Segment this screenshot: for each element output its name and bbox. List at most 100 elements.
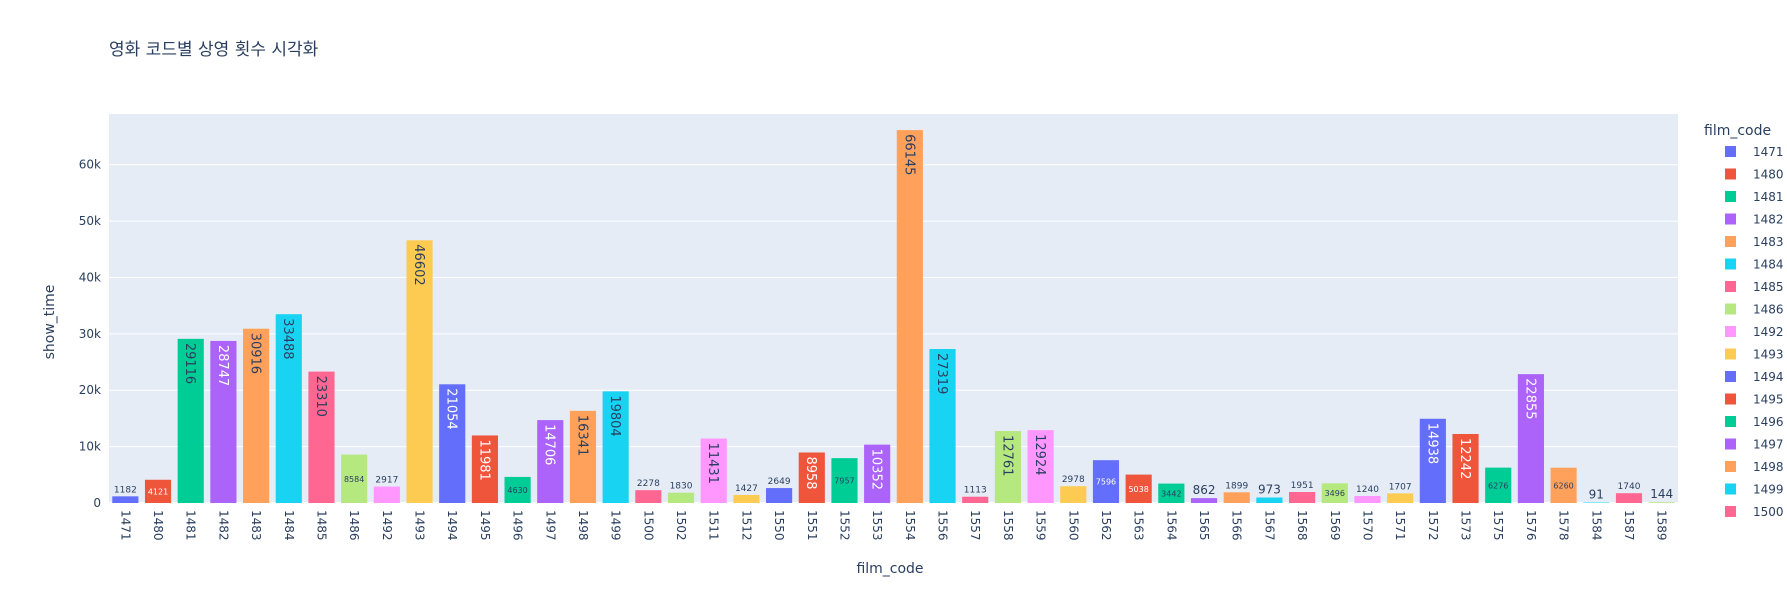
- bar: [962, 496, 989, 503]
- bar-value-label: 29116: [182, 343, 197, 384]
- y-axis-title: show_time: [42, 285, 58, 360]
- legend-item-label: 1492: [1753, 325, 1784, 339]
- bar-value-label: 6260: [1553, 481, 1573, 490]
- bar: [602, 391, 629, 503]
- bar: [373, 486, 400, 503]
- bar: [210, 340, 237, 503]
- x-tick-label: 1480: [151, 510, 165, 541]
- bar-value-label: 19804: [607, 395, 622, 436]
- x-tick-label: 1564: [1164, 510, 1178, 541]
- bar-value-label: 3442: [1161, 489, 1181, 498]
- legend-item-label: 1500: [1753, 505, 1784, 519]
- bar-value-label: 22855: [1522, 378, 1537, 419]
- legend-swatch: [1725, 168, 1736, 180]
- bar-value-label: 4630: [507, 486, 527, 495]
- x-tick-label: 1571: [1393, 510, 1407, 541]
- bar-value-label: 12761: [999, 435, 1014, 476]
- x-tick-label: 1565: [1197, 510, 1211, 541]
- x-tick-label: 1493: [413, 510, 427, 541]
- bar: [766, 488, 793, 503]
- x-tick-label: 1568: [1295, 510, 1309, 541]
- bar: [243, 328, 270, 503]
- bar: [1190, 498, 1218, 503]
- bar-value-label: 10352: [869, 449, 884, 490]
- y-tick-label: 20k: [79, 383, 101, 397]
- bar: [341, 454, 368, 503]
- x-tick-label: 1578: [1557, 510, 1571, 541]
- bars: [112, 130, 1675, 504]
- x-tick-label: 1498: [576, 510, 590, 541]
- bar-value-label: 2649: [768, 477, 791, 487]
- bar: [504, 476, 531, 503]
- legend-swatch: [1725, 393, 1736, 405]
- bar: [308, 371, 335, 503]
- x-tick-label: 1495: [478, 510, 492, 541]
- legend-item-label: 1495: [1753, 393, 1784, 407]
- y-tick-label: 10k: [79, 440, 101, 454]
- x-tick-label: 1553: [870, 510, 884, 541]
- bar: [1452, 433, 1479, 503]
- x-tick-label: 1569: [1328, 510, 1342, 541]
- bar: [994, 431, 1021, 503]
- bar-value-label: 1830: [670, 482, 693, 492]
- bar-value-label: 1740: [1618, 482, 1641, 492]
- bar-value-label: 8958: [803, 456, 818, 489]
- bar-value-label: 14938: [1424, 423, 1439, 464]
- x-tick-label: 1492: [380, 510, 394, 541]
- bar-value-label: 1427: [735, 484, 758, 494]
- x-tick-label: 1483: [249, 510, 263, 541]
- bar-value-label: 7596: [1096, 478, 1116, 487]
- legend-item-label: 1485: [1753, 280, 1784, 294]
- bar-labels: 1182 4121 29116 28747 30916 33488 23310 8584 291…: [114, 134, 1673, 501]
- bar: [1256, 497, 1283, 503]
- bar: [1387, 493, 1414, 503]
- bar-value-label: 12924: [1032, 434, 1047, 475]
- x-tick-label: 1584: [1589, 510, 1603, 541]
- bar: [1648, 502, 1675, 503]
- bar: [406, 240, 433, 504]
- bar: [177, 338, 204, 503]
- bar-value-label: 1113: [964, 486, 987, 496]
- bar: [1321, 483, 1348, 503]
- x-tick-label: 1562: [1099, 510, 1113, 541]
- x-tick-label: 1494: [445, 510, 459, 541]
- bar-value-label: 144: [1650, 487, 1673, 501]
- bar: [1615, 493, 1643, 503]
- bar: [1517, 374, 1544, 503]
- bar-value-label: 1240: [1356, 485, 1379, 495]
- bar-value-label: 11981: [476, 439, 491, 480]
- x-tick-label: 1485: [314, 510, 328, 541]
- bar-value-label: 27319: [934, 353, 949, 394]
- x-tick-label: 1511: [707, 510, 721, 541]
- legend-swatch: [1725, 506, 1736, 517]
- x-tick-label: 1575: [1491, 510, 1505, 541]
- y-tick-label: 40k: [79, 270, 101, 284]
- bar-value-label: 12242: [1457, 438, 1472, 479]
- bar: [1223, 492, 1250, 503]
- bar-value-label: 16341: [574, 415, 589, 456]
- x-tick-label: 1558: [1001, 510, 1015, 541]
- bar-value-label: 7957: [834, 477, 854, 486]
- x-tick-label: 1563: [1132, 510, 1146, 541]
- legend-swatch: [1725, 191, 1736, 202]
- bar: [1125, 474, 1152, 503]
- bar-value-label: 2978: [1062, 475, 1085, 485]
- legend-item-label: 1496: [1753, 415, 1784, 429]
- bar: [1092, 460, 1120, 503]
- x-tick-label: 1560: [1066, 510, 1080, 541]
- bar-value-label: 14706: [542, 424, 557, 465]
- bar-value-label: 30916: [248, 333, 263, 374]
- bar-value-label: 1707: [1389, 482, 1412, 492]
- x-tick-label: 1552: [837, 510, 851, 541]
- x-tick-label: 1566: [1230, 510, 1244, 541]
- y-tick-label: 50k: [79, 214, 101, 228]
- legend-item-label: 1483: [1753, 235, 1784, 249]
- legend-item-label: 1484: [1753, 258, 1784, 272]
- x-tick-label: 1512: [739, 510, 753, 541]
- legend-item-label: 1497: [1753, 438, 1784, 452]
- legend-item-label: 1498: [1753, 460, 1784, 474]
- legend-item-label: 1494: [1753, 370, 1784, 384]
- legend-swatch: [1725, 371, 1736, 382]
- bar: [1158, 483, 1185, 503]
